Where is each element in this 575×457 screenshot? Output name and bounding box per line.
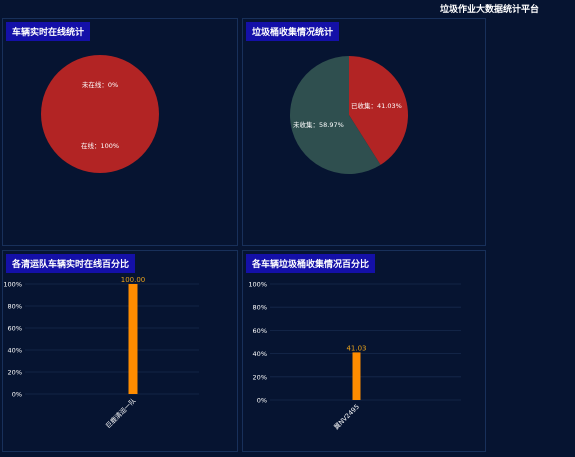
pie-label-1: 在线：100% xyxy=(81,141,119,150)
vehicle-online-panel: 车辆实时在线统计 未在线：0% 在线：100% xyxy=(2,18,238,246)
y-tick-label: 40% xyxy=(253,350,267,358)
y-tick-label: 100% xyxy=(3,281,22,289)
bin-collection-pie: 已收集：41.03% 未收集：58.97% xyxy=(290,55,408,174)
pie-label-0: 已收集：41.03% xyxy=(351,101,402,110)
y-tick-label: 0% xyxy=(257,397,267,405)
team-online-panel: 各清运队车辆实时在线百分比 0% 20% 40% 60% 80% 100% 100.00 巨鹿… xyxy=(2,250,238,452)
bar[interactable] xyxy=(128,284,138,394)
team-online-title: 各清运队车辆实时在线百分比 xyxy=(6,254,136,273)
y-tick-label: 40% xyxy=(8,347,22,355)
bin-collection-panel: 垃圾桶收集情况统计 已收集：41.03% 未收集：58.97% xyxy=(242,18,486,246)
pie-slice-0[interactable] xyxy=(349,56,408,165)
platform-title: 垃圾作业大数据统计平台 xyxy=(439,5,539,15)
y-tick-label: 80% xyxy=(8,303,22,311)
y-tick-label: 100% xyxy=(248,281,267,289)
pie-label-1: 未收集：58.97% xyxy=(293,120,344,129)
vehicle-online-title: 车辆实时在线统计 xyxy=(6,22,91,41)
y-tick-label: 20% xyxy=(8,369,22,377)
x-tick-label: 巨鹿清运一队 xyxy=(103,396,137,430)
y-tick-label: 80% xyxy=(253,304,267,312)
team-online-bar-chart: 0% 20% 40% 60% 80% 100% 100.00 巨鹿清运一队 xyxy=(3,276,199,430)
pie-slice-1[interactable] xyxy=(290,55,381,174)
bar-value-label: 100.00 xyxy=(121,276,146,284)
vehicle-collection-title: 各车辆垃圾桶收集情况百分比 xyxy=(246,254,376,273)
bar[interactable] xyxy=(352,352,361,400)
y-tick-label: 0% xyxy=(12,391,22,399)
vehicle-online-pie: 未在线：0% 在线：100% xyxy=(41,55,159,173)
pie-label-0: 未在线：0% xyxy=(82,80,118,89)
bin-collection-title: 垃圾桶收集情况统计 xyxy=(246,22,340,41)
y-tick-label: 60% xyxy=(253,327,267,335)
y-tick-label: 60% xyxy=(8,325,22,333)
y-tick-label: 20% xyxy=(253,373,267,381)
x-tick-label: 冀NV2495 xyxy=(332,402,361,431)
vehicle-collection-bar-chart: 0% 20% 40% 60% 80% 100% 41.03 冀NV2495 xyxy=(248,281,461,431)
bar-value-label: 41.03 xyxy=(346,344,366,352)
pie-slice-1[interactable] xyxy=(41,55,159,173)
vehicle-collection-panel: 各车辆垃圾桶收集情况百分比 0% 20% 40% 60% 80% 100% 41.03 冀NV… xyxy=(242,250,486,452)
